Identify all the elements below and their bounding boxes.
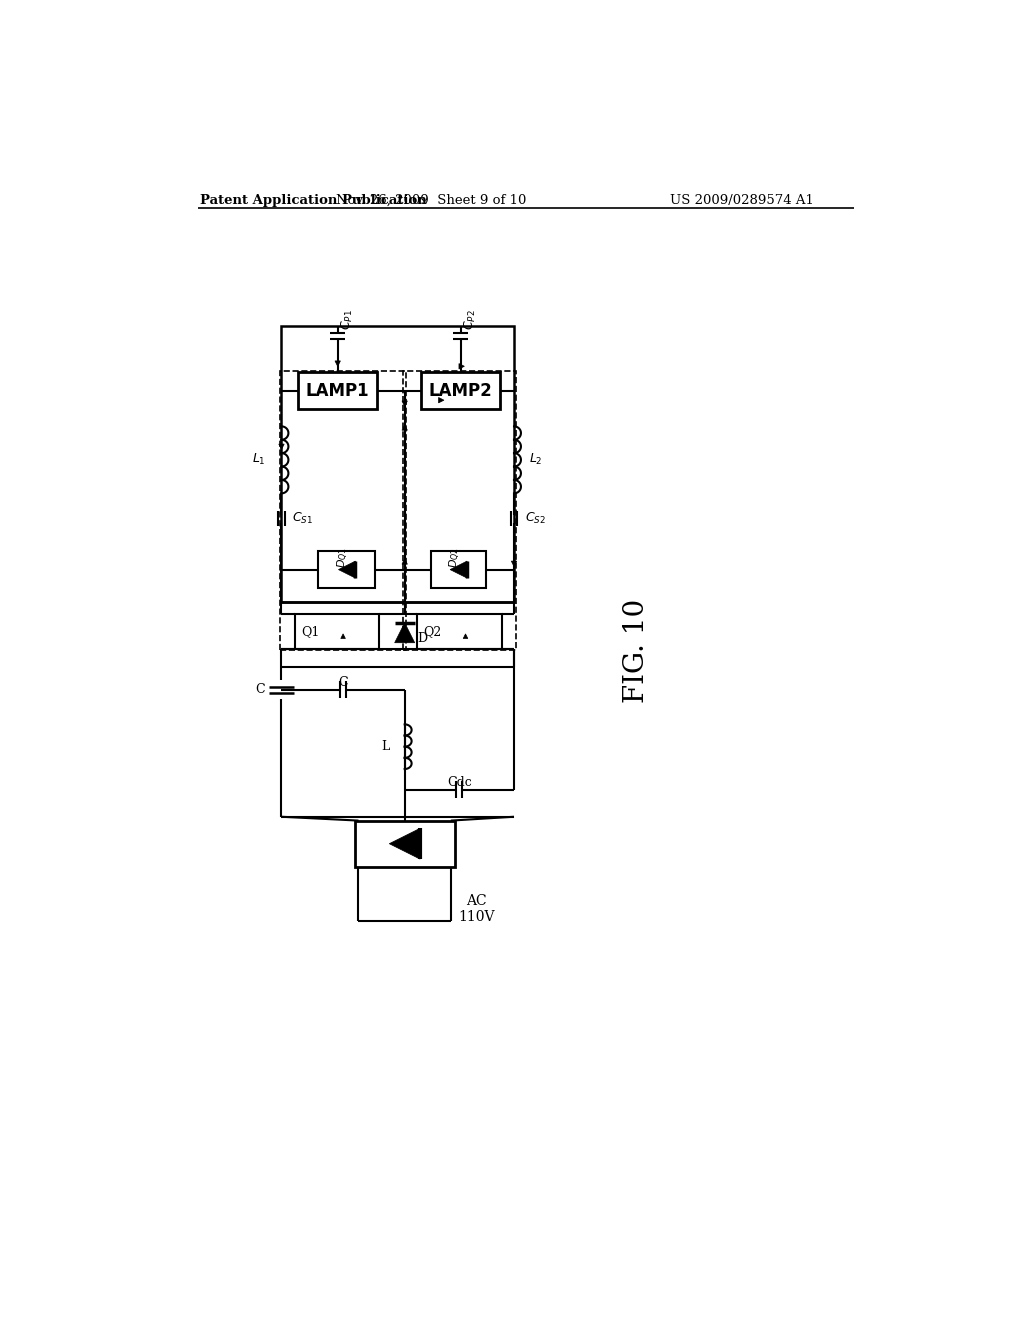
- Text: $L_1$: $L_1$: [252, 451, 266, 467]
- Text: Patent Application Publication: Patent Application Publication: [200, 194, 427, 207]
- Bar: [421, 372, 500, 409]
- Text: D: D: [417, 632, 427, 645]
- Text: L: L: [381, 741, 389, 754]
- Polygon shape: [438, 397, 444, 403]
- Polygon shape: [394, 623, 415, 643]
- Text: C: C: [338, 676, 348, 689]
- Polygon shape: [335, 360, 340, 367]
- Polygon shape: [279, 444, 285, 449]
- Text: $C_{P1}$: $C_{P1}$: [340, 309, 355, 330]
- Text: $D_{Q1}$: $D_{Q1}$: [336, 548, 351, 568]
- Polygon shape: [459, 363, 464, 370]
- Bar: [280, 371, 407, 651]
- Polygon shape: [341, 634, 345, 639]
- Polygon shape: [402, 425, 408, 430]
- Bar: [403, 371, 515, 651]
- Polygon shape: [402, 401, 408, 407]
- Text: AC
110V: AC 110V: [459, 894, 495, 924]
- Text: C: C: [255, 684, 264, 696]
- Bar: [354, 821, 455, 867]
- Polygon shape: [402, 558, 408, 564]
- Text: US 2009/0289574 A1: US 2009/0289574 A1: [670, 194, 813, 207]
- Bar: [417, 614, 502, 649]
- Polygon shape: [339, 561, 355, 578]
- Bar: [318, 552, 376, 589]
- Bar: [282, 326, 514, 602]
- Bar: [295, 614, 379, 649]
- Bar: [298, 372, 377, 409]
- Polygon shape: [511, 561, 517, 566]
- Text: Nov. 26, 2009  Sheet 9 of 10: Nov. 26, 2009 Sheet 9 of 10: [336, 194, 526, 207]
- Text: Q2: Q2: [423, 626, 441, 638]
- Polygon shape: [463, 634, 468, 639]
- Text: LAMP2: LAMP2: [429, 381, 493, 400]
- Text: $L_2$: $L_2$: [529, 451, 543, 467]
- Text: $C_{S1}$: $C_{S1}$: [292, 511, 313, 527]
- Text: $C_{S2}$: $C_{S2}$: [524, 511, 546, 527]
- Polygon shape: [389, 829, 420, 859]
- Text: Q1: Q1: [301, 626, 319, 638]
- Text: $C_{P2}$: $C_{P2}$: [463, 309, 478, 330]
- Text: LAMP1: LAMP1: [306, 381, 370, 400]
- Text: Cdc: Cdc: [446, 776, 472, 789]
- Text: $D_{Q2}$: $D_{Q2}$: [447, 548, 463, 568]
- Bar: [431, 552, 486, 589]
- Polygon shape: [451, 561, 467, 578]
- Text: FIG. 10: FIG. 10: [624, 599, 650, 704]
